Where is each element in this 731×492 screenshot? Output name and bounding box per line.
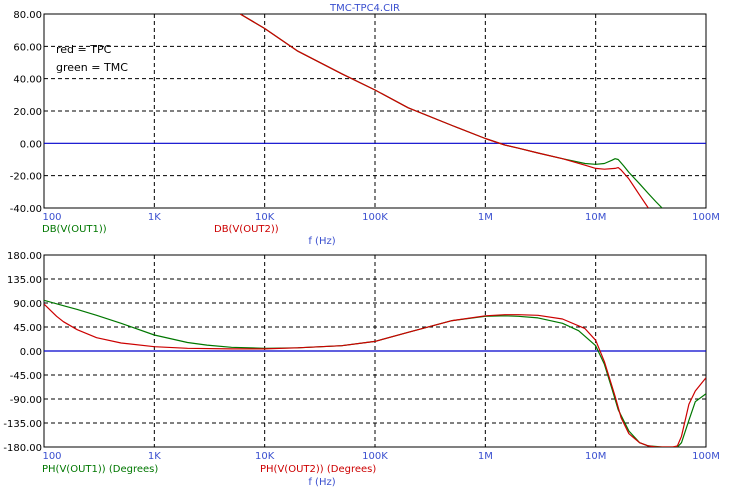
- magnitude-panel: 80.00 60.00 40.00 20.00 0.00 -20.00 -40.00 100…: [10, 10, 720, 247]
- x-tick-label: 100M: [692, 212, 720, 223]
- y-tick-label: 60.00: [13, 42, 42, 53]
- x-tick-label: 10K: [255, 212, 275, 223]
- y-tick-label: -40.00: [10, 204, 42, 215]
- y-tick-label: 135.00: [7, 275, 42, 286]
- x-tick-label: 1K: [148, 212, 161, 223]
- phase-series: [44, 299, 706, 447]
- x-tick-label: 100K: [362, 451, 388, 462]
- y-tick-label: 45.00: [13, 323, 42, 334]
- legend-ph-out1: PH(V(OUT1)) (Degrees): [42, 464, 158, 475]
- magnitude-x-axis-label: f (Hz): [308, 236, 335, 247]
- phase-grid: [44, 255, 706, 447]
- y-tick-label: 0.00: [20, 347, 42, 358]
- x-tick-label: 1M: [478, 212, 493, 223]
- y-tick-label: 0.00: [20, 139, 42, 150]
- y-tick-label: -180.00: [3, 443, 42, 454]
- phase-panel: 180.00 135.00 90.00 45.00 0.00 -45.00 -90.00 -1…: [3, 251, 719, 488]
- x-tick-label: 10M: [585, 212, 606, 223]
- y-tick-label: -20.00: [10, 172, 42, 183]
- magnitude-grid: [44, 14, 706, 208]
- y-tick-label: -45.00: [10, 371, 42, 382]
- x-tick-label: 100M: [692, 451, 720, 462]
- x-tick-label: 100: [42, 212, 61, 223]
- y-tick-label: -90.00: [10, 395, 42, 406]
- y-tick-label: -135.00: [3, 419, 42, 430]
- x-tick-label: 1K: [148, 451, 161, 462]
- y-tick-label: 40.00: [13, 75, 42, 86]
- x-tick-label: 10M: [585, 451, 606, 462]
- magnitude-x-ticks: 100 1K 10K 100K 1M 10M 100M: [42, 212, 719, 223]
- window-title: TMC-TPC4.CIR: [329, 3, 400, 14]
- x-tick-label: 10K: [255, 451, 275, 462]
- phase-x-axis-label: f (Hz): [308, 477, 335, 488]
- series-line-out2: [239, 14, 649, 208]
- y-tick-label: 20.00: [13, 107, 42, 118]
- annotation-green-tmc: green = TMC: [56, 61, 128, 74]
- magnitude-series: [239, 14, 663, 208]
- x-tick-label: 100: [42, 451, 61, 462]
- legend-db-out1: DB(V(OUT1)): [42, 224, 107, 235]
- phase-x-ticks: 100 1K 10K 100K 1M 10M 100M: [42, 451, 719, 462]
- series-line-out1: [44, 299, 706, 447]
- magnitude-y-ticks: 80.00 60.00 40.00 20.00 0.00 -20.00 -40.00: [10, 10, 42, 215]
- legend-ph-out2: PH(V(OUT2)) (Degrees): [260, 464, 376, 475]
- phase-y-ticks: 180.00 135.00 90.00 45.00 0.00 -45.00 -90.00 -1…: [3, 251, 42, 454]
- annotation-red-tpc: red = TPC: [56, 43, 112, 56]
- y-tick-label: 90.00: [13, 299, 42, 310]
- y-tick-label: 180.00: [7, 251, 42, 262]
- series-line-out2: [44, 303, 706, 447]
- x-tick-label: 1M: [478, 451, 493, 462]
- legend-db-out2: DB(V(OUT2)): [214, 224, 279, 235]
- y-tick-label: 80.00: [13, 10, 42, 21]
- x-tick-label: 100K: [362, 212, 388, 223]
